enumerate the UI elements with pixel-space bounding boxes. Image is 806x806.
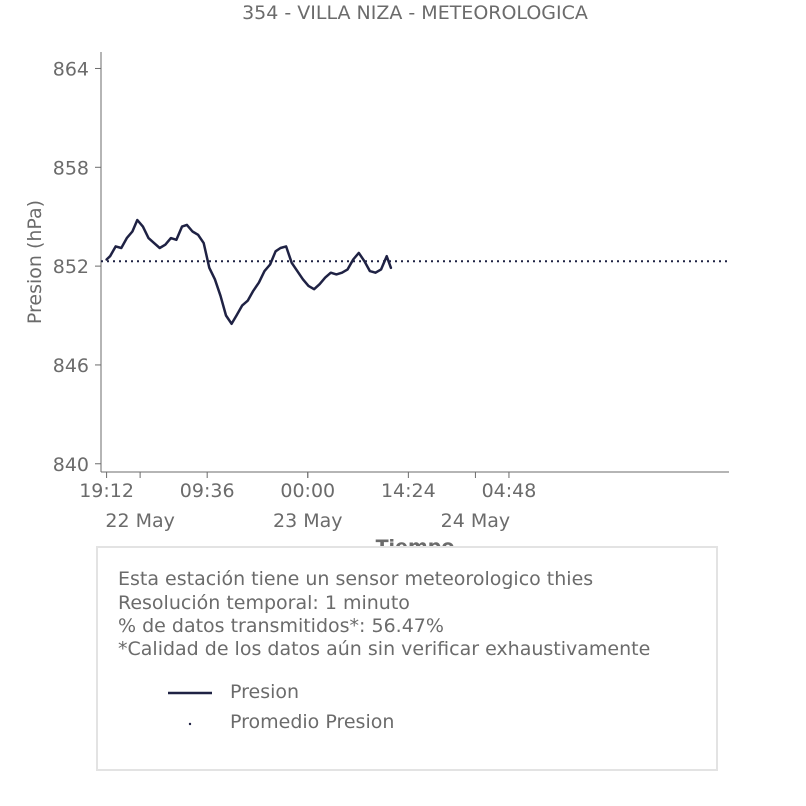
y-tick-label: 858: [53, 157, 89, 179]
legend-label-promedio: Promedio Presion: [230, 711, 395, 733]
info-transmitted: % de datos transmitidos*: 56.47%: [118, 615, 444, 637]
info-quality-note: *Calidad de los datos aún sin verificar …: [118, 638, 651, 660]
x-date-label: 22 May: [105, 510, 175, 532]
info-sensor: Esta estación tiene un sensor meteorolog…: [118, 568, 594, 590]
legend-label-presion: Presion: [230, 681, 300, 703]
x-tick-label: 14:24: [381, 480, 436, 502]
series-line-presion: [105, 218, 393, 326]
y-tick-label: 852: [53, 256, 89, 278]
info-resolution: Resolución temporal: 1 minuto: [118, 592, 410, 614]
pressure-chart: 864 858 852 846 840 19:12 09:36 00:00 14:24 04:48…: [24, 52, 729, 558]
y-tick-label: 840: [53, 454, 89, 476]
y-axis-label: Presion (hPa): [24, 200, 46, 324]
chart-title: 354 - VILLA NIZA - METEOROLOGICA: [242, 2, 588, 24]
x-tick-label: 04:48: [482, 480, 537, 502]
legend-line-swatch: [168, 691, 212, 695]
x-date-label: 24 May: [441, 510, 511, 532]
info-box: Esta estación tiene un sensor meteorolog…: [96, 546, 718, 771]
y-tick-label: 864: [53, 58, 89, 80]
legend-dot-swatch: [188, 722, 192, 726]
x-tick-label: 19:12: [79, 480, 134, 502]
x-date-label: 23 May: [273, 510, 343, 532]
x-tick-label: 00:00: [280, 480, 335, 502]
x-tick-label: 09:36: [180, 480, 235, 502]
y-tick-label: 846: [53, 355, 89, 377]
